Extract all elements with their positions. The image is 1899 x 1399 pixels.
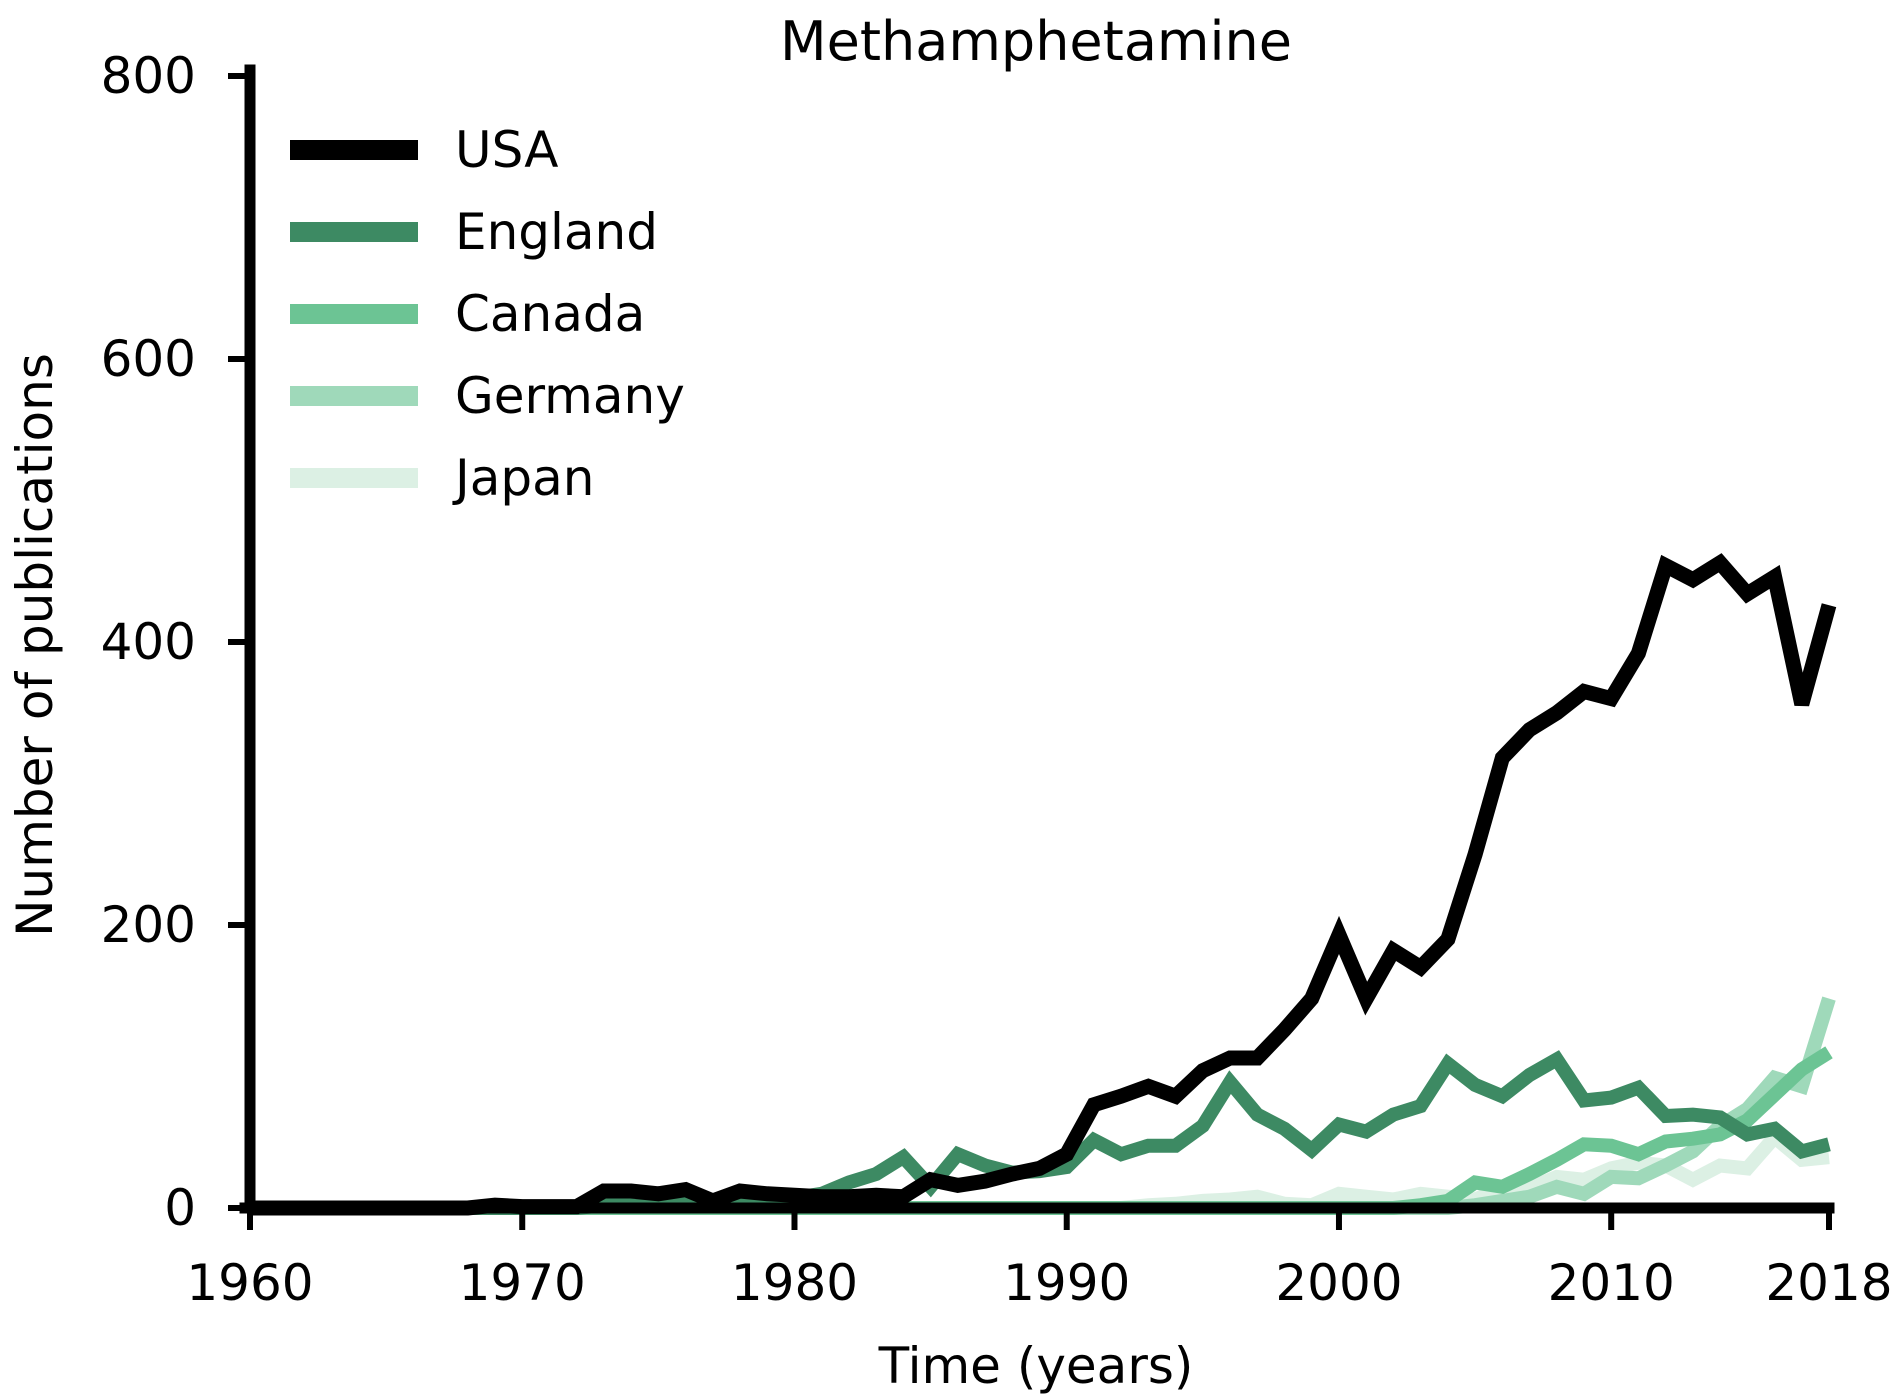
x-tick-label: 2000 (1275, 1254, 1402, 1312)
y-tick-label: 800 (101, 47, 196, 105)
legend-label-japan: Japan (452, 449, 594, 507)
legend-label-canada: Canada (455, 285, 645, 343)
y-tick-label: 600 (101, 330, 196, 388)
chart-title: Methamphetamine (780, 10, 1292, 73)
x-tick-label: 1970 (459, 1254, 586, 1312)
x-tick-label: 1980 (731, 1254, 858, 1312)
y-tick-label: 200 (101, 896, 196, 954)
y-axis-label: Number of publications (6, 353, 64, 937)
y-tick-label: 400 (101, 613, 196, 671)
legend-label-germany: Germany (455, 367, 685, 425)
legend-label-usa: USA (455, 121, 558, 179)
legend-label-england: England (455, 203, 658, 261)
series-layer (250, 553, 1837, 1216)
x-axis-label: Time (years) (878, 1337, 1194, 1395)
ticks-layer: 1960 1970 1980 1990 2000 2010 2018 0 200 400 600 80… (101, 47, 1893, 1312)
series-line-usa (250, 553, 1837, 1216)
x-tick-label: 1960 (186, 1254, 313, 1312)
y-tick-label: 0 (164, 1179, 196, 1237)
legend: USA England Canada Germany Japan (290, 121, 685, 507)
x-tick-label: 1990 (1003, 1254, 1130, 1312)
x-tick-label: 2018 (1765, 1254, 1892, 1312)
x-tick-label: 2010 (1548, 1254, 1675, 1312)
